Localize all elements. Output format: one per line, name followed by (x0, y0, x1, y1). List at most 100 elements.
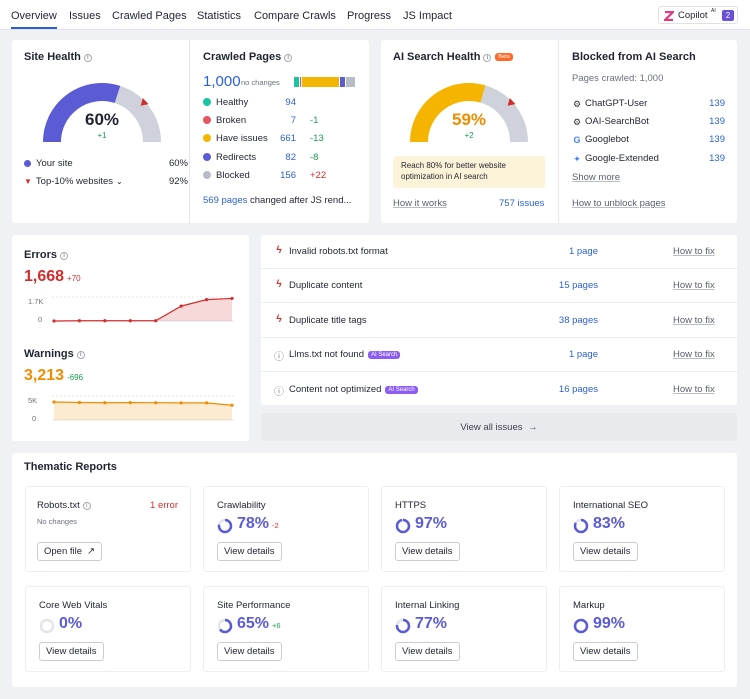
tab-progress[interactable]: Progress (347, 10, 392, 22)
view-details-button[interactable]: View details (573, 542, 638, 561)
issue-label[interactable]: Invalid robots.txt format (289, 246, 388, 257)
issue-label[interactable]: Duplicate title tags (289, 314, 367, 326)
info-icon[interactable]: i (60, 252, 69, 260)
view-details-button[interactable]: View details (573, 642, 638, 661)
info-icon[interactable]: i (483, 54, 492, 62)
info-icon[interactable]: i (83, 54, 92, 62)
how-to-fix-link[interactable]: How to fix (673, 314, 715, 326)
js-changed-link[interactable]: 569 pages (203, 195, 248, 206)
row-label: Healthy (216, 97, 249, 108)
card-value[interactable]: 99% (593, 615, 626, 632)
how-to-fix-link[interactable]: How to fix (673, 246, 715, 257)
view-details-button[interactable]: View details (395, 642, 460, 661)
thematic-card-https: HTTPS 97% View details (381, 486, 547, 572)
card-value[interactable]: 77% (415, 615, 448, 632)
view-details-button[interactable]: View details (217, 642, 282, 661)
data-point[interactable] (103, 401, 107, 405)
how-to-unblock-link[interactable]: How to unblock pages (572, 198, 666, 209)
row-value[interactable]: 661 (280, 133, 296, 145)
data-point[interactable] (230, 296, 234, 301)
data-point[interactable] (179, 304, 183, 308)
crawled-pages-title: Crawled Pages i (203, 51, 363, 63)
bot-value[interactable]: 139 (709, 134, 725, 146)
bot-value[interactable]: 139 (709, 98, 725, 109)
data-point[interactable] (52, 319, 56, 323)
row-value[interactable]: 7 (290, 115, 296, 127)
view-details-button[interactable]: View details (395, 542, 460, 561)
tab-overview[interactable]: Overview (11, 10, 57, 29)
warnings-title: Warnings i (24, 348, 85, 360)
crawled-row-broken: Broken 7 -1 (203, 115, 353, 126)
info-icon[interactable]: i (76, 351, 85, 359)
data-point[interactable] (128, 401, 132, 405)
data-point[interactable] (179, 401, 183, 405)
card-value[interactable]: 65% +6 (237, 615, 281, 632)
info-icon[interactable]: i (82, 502, 91, 510)
issue-pages-link[interactable]: 16 pages (558, 383, 598, 395)
warnings-ytick-top: 5K (28, 396, 38, 405)
card-delta: -2 (272, 521, 279, 530)
your-site-dot (24, 160, 31, 167)
chevron-down-icon[interactable]: ⌄ (116, 177, 123, 186)
data-point[interactable] (52, 400, 56, 404)
tab-issues[interactable]: Issues (69, 10, 101, 22)
google-icon: G (573, 135, 581, 146)
copilot-button[interactable]: Copilot AI 2 (658, 6, 738, 24)
issue-label[interactable]: Content not optimized AI Search (289, 384, 418, 395)
bot-value[interactable]: 139 (709, 152, 725, 164)
tab-crawled-pages[interactable]: Crawled Pages (112, 10, 187, 22)
how-to-fix-link[interactable]: How to fix (673, 280, 715, 292)
issue-label[interactable]: Llms.txt not found AI Search (289, 349, 401, 360)
data-point[interactable] (154, 319, 158, 323)
info-icon[interactable]: i (284, 54, 293, 62)
data-point[interactable] (204, 298, 209, 302)
warnings-value[interactable]: 3,213 -696 (24, 367, 84, 384)
ai-health-note: Reach 80% for better website optimizatio… (393, 156, 545, 188)
data-point[interactable] (77, 319, 82, 323)
issue-row: ϟ Duplicate title tags 38 pages How to fix (261, 304, 737, 338)
issue-label[interactable]: Duplicate content (289, 280, 363, 292)
view-details-button[interactable]: View details (39, 642, 104, 661)
row-value[interactable]: 156 (280, 169, 296, 181)
robots-errors[interactable]: 1 error (150, 500, 178, 511)
tab-js-impact[interactable]: JS Impact (403, 10, 452, 22)
card-value[interactable]: 83% (593, 515, 626, 532)
errors-title: Errors i (24, 249, 69, 261)
top-websites-row[interactable]: ▼ Top-10% websites ⌄ 92% (24, 176, 188, 187)
card-value[interactable]: 97% (415, 515, 448, 532)
bot-value[interactable]: 139 (709, 116, 725, 128)
open-file-button[interactable]: Open file ↗ (37, 542, 102, 561)
issue-pages-link[interactable]: 15 pages (558, 280, 598, 292)
card-title: Core Web Vitals (39, 600, 108, 611)
how-to-fix-link[interactable]: How to fix (673, 383, 715, 395)
card-value[interactable]: 78% -2 (237, 515, 279, 532)
issue-pages-link[interactable]: 1 page (568, 246, 598, 257)
view-all-issues-button[interactable]: View all issues → (261, 413, 737, 441)
data-point[interactable] (230, 403, 234, 407)
data-point[interactable] (154, 401, 158, 405)
gauge-track (114, 85, 161, 143)
ai-issues-link[interactable]: 757 issues (499, 198, 545, 209)
view-details-button[interactable]: View details (217, 542, 282, 561)
issue-pages-link[interactable]: 1 page (568, 349, 598, 361)
issue-pages-link[interactable]: 38 pages (558, 314, 598, 326)
card-title: International SEO (573, 500, 648, 511)
how-it-works-link[interactable]: How it works (393, 198, 447, 209)
data-point[interactable] (103, 319, 107, 323)
ai-health-value: 59% (451, 110, 487, 129)
tab-compare-crawls[interactable]: Compare Crawls (254, 10, 336, 22)
tab-statistics[interactable]: Statistics (197, 10, 242, 22)
triangle-marker-icon: ▼ (24, 177, 32, 186)
show-more-link[interactable]: Show more (572, 172, 621, 183)
data-point[interactable] (128, 319, 132, 323)
data-point[interactable] (204, 401, 209, 405)
card-value[interactable]: 0% (59, 615, 83, 632)
row-value[interactable]: 94 (285, 97, 296, 108)
row-value[interactable]: 82 (285, 151, 296, 163)
crawled-total[interactable]: 1,000 (203, 73, 241, 90)
how-to-fix-link[interactable]: How to fix (673, 349, 715, 361)
crawled-total-note: no changes (241, 78, 280, 87)
series-line (53, 401, 233, 406)
data-point[interactable] (77, 400, 82, 405)
errors-value[interactable]: 1,668 +70 (24, 268, 81, 285)
